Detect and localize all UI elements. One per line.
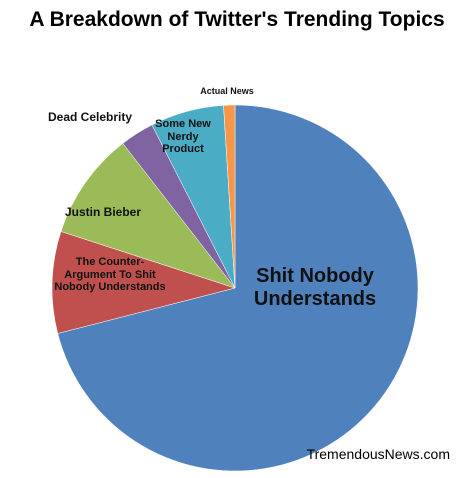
watermark: TremendousNews.com xyxy=(306,446,450,462)
slice-label: Actual News xyxy=(200,85,254,96)
pie-slice xyxy=(57,104,419,472)
slice-label: Justin Bieber xyxy=(64,205,142,220)
chart-title: A Breakdown of Twitter's Trending Topics xyxy=(29,8,445,31)
pie-slice xyxy=(223,104,236,289)
pie-slice xyxy=(51,231,236,334)
slice-label: Shit Nobody Understands xyxy=(253,265,377,310)
pie-slice xyxy=(60,143,236,289)
slice-label: The Counter- Argument To Shit Nobody Und… xyxy=(54,256,166,294)
slice-label: Some New Nerdy Product xyxy=(155,118,211,156)
slice-label: Dead Celebrity xyxy=(47,110,133,125)
